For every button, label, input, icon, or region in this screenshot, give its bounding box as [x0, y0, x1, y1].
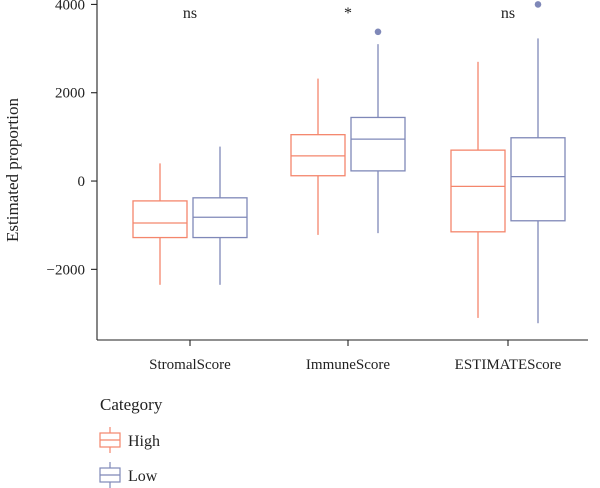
box-low-immunescore: [350, 28, 406, 234]
box-low-stromalscore: [192, 146, 248, 285]
plot-area: −2000 0 2000 4000 Estimated proportion Stroma…: [3, 0, 588, 373]
legend-title: Category: [100, 395, 163, 414]
significance-label: ns: [183, 5, 197, 22]
legend-key-low: [99, 462, 121, 488]
legend-label-low: Low: [128, 468, 158, 485]
box-low-estimatescore: [510, 1, 566, 324]
legend-key-high: [99, 427, 121, 453]
box-iqr: [132, 200, 188, 239]
x-tick-label: StromalScore: [149, 357, 231, 373]
y-tick-label: 0: [78, 174, 86, 190]
x-tick-label: ImmuneScore: [306, 357, 390, 373]
box-high-stromalscore: [132, 163, 188, 285]
box-high-immunescore: [290, 78, 346, 235]
legend-label-high: High: [128, 433, 160, 450]
box-iqr: [350, 116, 406, 172]
y-axis-title: Estimated proportion: [3, 98, 22, 243]
y-tick-label: 4000: [55, 0, 85, 13]
box-high-estimatescore: [450, 61, 506, 318]
x-tick-label: ESTIMATEScore: [455, 357, 562, 373]
box-iqr: [510, 137, 566, 222]
box-iqr: [290, 134, 346, 177]
box-iqr: [450, 149, 506, 233]
significance-label: ns: [501, 5, 515, 22]
outlier-point: [534, 1, 542, 8]
legend-item-high: High: [99, 427, 160, 453]
legend-item-low: Low: [99, 462, 158, 488]
y-tick-label: 2000: [55, 86, 85, 102]
y-tick-label: −2000: [47, 262, 85, 278]
significance-label: *: [344, 5, 352, 22]
outlier-point: [374, 28, 382, 36]
legend: Category High Low: [99, 395, 163, 488]
